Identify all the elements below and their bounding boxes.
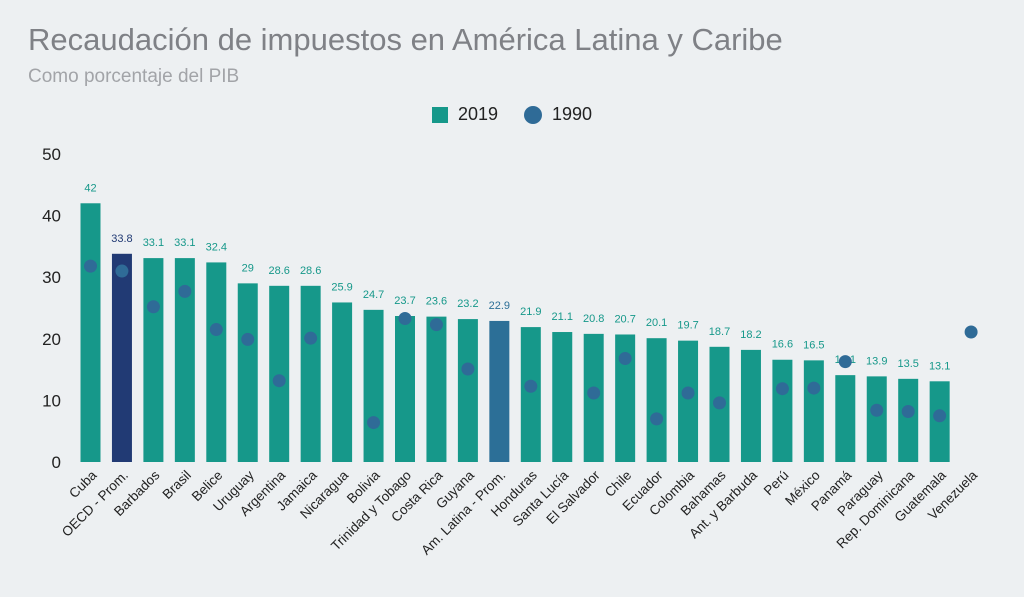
point-1990 [146, 300, 160, 314]
bar-2019 [803, 360, 824, 462]
point-1990 [933, 409, 947, 423]
point-1990 [461, 362, 475, 376]
legend-swatch-2019 [431, 106, 448, 123]
legend-label-1990: 1990 [552, 104, 593, 124]
point-1990 [807, 381, 821, 395]
data-label-2019: 20.1 [646, 317, 667, 329]
bar-2019 [646, 338, 667, 462]
point-1990 [964, 325, 978, 339]
data-label-2019: 21.9 [520, 306, 541, 318]
point-1990 [713, 396, 726, 410]
data-label-2019: 18.2 [740, 329, 761, 341]
point-1990 [272, 374, 286, 388]
data-label-2019: 29 [242, 262, 254, 274]
point-1990 [178, 284, 192, 298]
y-tick-label: 40 [42, 207, 61, 226]
data-label-2019: 13.9 [866, 355, 887, 367]
bar-2019 [740, 349, 761, 462]
data-label-2019: 22.9 [489, 300, 510, 312]
data-label-2019: 20.7 [614, 313, 635, 325]
bar-2019 [143, 258, 164, 462]
bar-2019 [80, 203, 101, 462]
bar-2019 [678, 340, 699, 462]
y-tick-label: 0 [52, 453, 61, 472]
point-1990 [367, 416, 381, 430]
bar-2019 [772, 359, 793, 462]
data-label-2019: 16.5 [803, 339, 824, 351]
data-label-2019: 20.8 [583, 313, 604, 325]
bar-2019 [520, 327, 541, 462]
data-label-2019: 33.1 [174, 237, 195, 249]
bar-2019 [300, 285, 321, 462]
bar-2019 [332, 302, 353, 462]
legend-item-1990[interactable]: 1990 [524, 104, 592, 125]
bar-2019 [457, 319, 478, 462]
chart-title: Recaudación de impuestos en América Lati… [28, 22, 783, 57]
data-label-2019: 42 [84, 182, 96, 194]
point-1990 [429, 318, 443, 332]
point-1990 [681, 386, 695, 400]
data-label-2019: 23.6 [426, 296, 447, 308]
data-label-2019: 13.1 [929, 360, 950, 372]
bar-2019 [426, 316, 447, 462]
data-label-2019: 33.1 [143, 237, 164, 249]
data-label-2019: 24.7 [363, 289, 384, 301]
data-label-2019: 28.6 [268, 265, 289, 277]
bar-2019 [866, 376, 887, 462]
point-1990 [84, 259, 97, 273]
bar-2019 [395, 316, 415, 462]
point-1990 [618, 352, 632, 366]
y-tick-label: 30 [42, 268, 61, 287]
data-label-2019: 16.6 [772, 339, 793, 351]
bar-2019 [898, 378, 919, 462]
bar-2019 [206, 262, 227, 462]
point-1990 [398, 311, 412, 325]
data-label-2019: 19.7 [677, 320, 698, 332]
bar-2019 [237, 283, 258, 462]
x-tick-label: Brasil [159, 468, 193, 502]
point-1990 [209, 323, 223, 337]
legend-label-2019: 2019 [457, 104, 498, 124]
bar-2019 [615, 334, 636, 462]
point-1990 [870, 403, 884, 417]
data-label-2019: 23.7 [394, 295, 415, 307]
data-label-2019: 32.4 [206, 241, 227, 253]
data-label-2019: 18.7 [709, 326, 730, 338]
bar-2019 [363, 309, 384, 462]
point-1990 [524, 379, 538, 393]
point-1990 [115, 264, 129, 278]
y-tick-label: 50 [42, 145, 61, 164]
point-1990 [838, 355, 852, 369]
bar-2019 [111, 253, 132, 462]
bar-2019 [269, 285, 290, 462]
bar-2019 [835, 375, 856, 462]
data-label-2019: 21.1 [552, 311, 573, 323]
point-1990 [587, 386, 601, 400]
chart-subtitle: Como porcentaje del PIB [28, 66, 240, 87]
point-1990 [304, 331, 318, 345]
y-tick-label: 20 [42, 330, 61, 349]
legend-item-2019[interactable]: 2019 [431, 104, 498, 125]
point-1990 [241, 332, 255, 346]
point-1990 [901, 404, 915, 418]
legend: 2019 1990 [0, 104, 1024, 125]
point-1990 [650, 412, 664, 426]
legend-swatch-1990 [524, 105, 542, 124]
bar-2019 [489, 320, 510, 462]
data-label-2019: 28.6 [300, 265, 321, 277]
data-label-2019: 13.5 [897, 358, 918, 370]
bar-2019 [174, 258, 195, 462]
data-label-2019: 33.8 [111, 233, 132, 245]
point-1990 [775, 382, 789, 396]
bar-2019 [552, 332, 573, 462]
y-tick-label: 10 [42, 391, 61, 410]
data-label-2019: 23.2 [457, 298, 478, 310]
data-label-2019: 25.9 [331, 281, 352, 293]
